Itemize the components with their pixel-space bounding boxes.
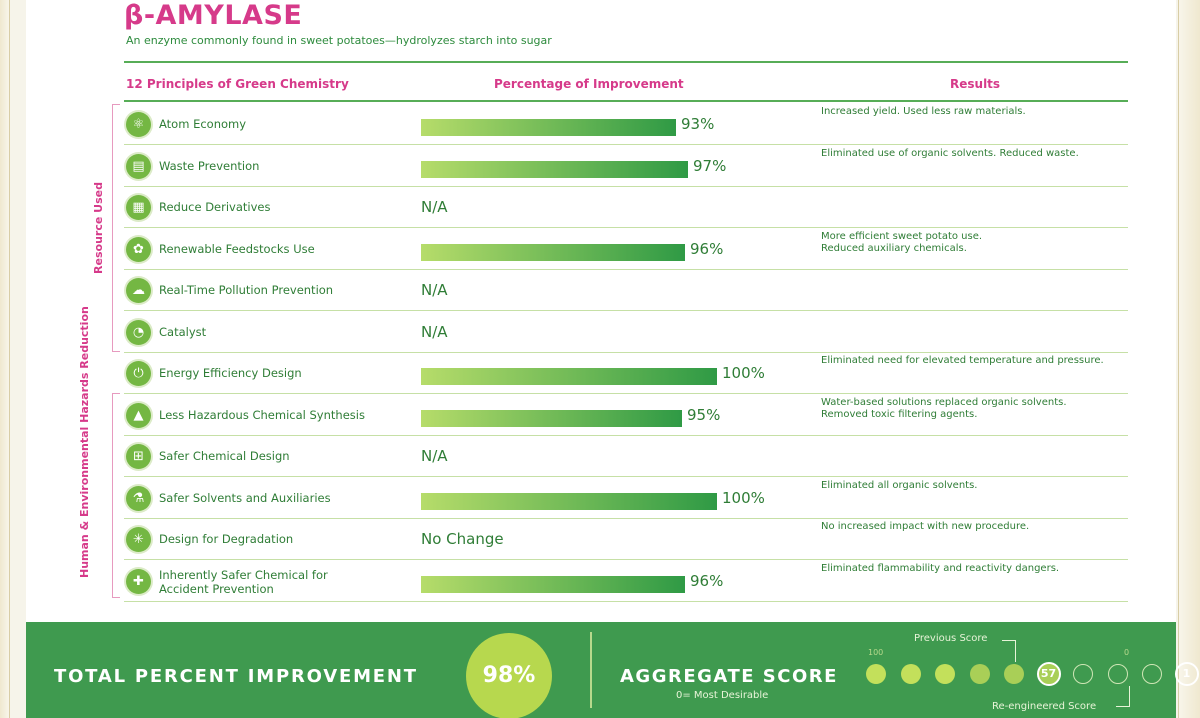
principle-name: Reduce Derivatives <box>159 200 271 214</box>
improvement-percent: 100% <box>722 364 765 382</box>
table-row: ✳ Design for Degradation No Change No incre… <box>124 519 1128 560</box>
table-row: ✿ Renewable Feedstocks Use 96% More efficie… <box>124 229 1128 270</box>
improvement-percent: 96% <box>690 571 724 590</box>
result-text: Water-based solutions replaced organic s… <box>821 396 1067 420</box>
principle-name: Inherently Safer Chemical for Accident P… <box>159 567 328 596</box>
header-principles: 12 Principles of Green Chemistry <box>126 77 349 91</box>
previous-score-dot: 57 <box>1036 662 1061 686</box>
page-subtitle: An enzyme commonly found in sweet potato… <box>126 34 552 47</box>
principle-name: Safer Solvents and Auxiliaries <box>159 490 331 505</box>
principle-name: Real-Time Pollution Prevention <box>159 283 334 297</box>
principle-name: Waste Prevention <box>159 158 260 173</box>
infographic-card: β-AMYLASE An enzyme commonly found in sw… <box>26 0 1176 622</box>
principle-name: Less Hazardous Chemical Synthesis <box>159 407 365 422</box>
improvement-percent: 100% <box>722 488 765 507</box>
improvement-bar <box>421 409 682 427</box>
improvement-bar <box>421 368 717 385</box>
total-improvement-label: TOTAL PERCENT IMPROVEMENT <box>54 666 418 687</box>
principle-name: Safer Chemical Design <box>159 449 290 463</box>
table-row: ▤ Waste Prevention 97% Eliminated use of or… <box>124 146 1128 187</box>
score-dot <box>866 664 886 684</box>
group-bracket-resource <box>112 104 120 352</box>
safer-design-icon: ⊞ <box>126 444 151 469</box>
degradation-icon: ✳ <box>126 527 151 552</box>
table-row: ▦ Reduce Derivatives N/A <box>124 187 1128 228</box>
table-row: ◔ Catalyst N/A <box>124 312 1128 353</box>
table-row: ⏻ Energy Efficiency Design 100% Eliminated … <box>124 353 1128 394</box>
principle-name: Renewable Feedstocks Use <box>159 241 315 256</box>
score-dot <box>1004 664 1024 684</box>
top-rule <box>124 61 1128 63</box>
principle-name: Catalyst <box>159 324 207 339</box>
principle-name: Design for Degradation <box>159 532 294 546</box>
hazard-icon: ▲ <box>126 402 151 428</box>
flask-icon: ⚗ <box>126 485 151 511</box>
total-improvement-value: 98% <box>466 633 552 718</box>
aggregate-score-label: AGGREGATE SCORE <box>620 666 838 687</box>
improvement-percent: 97% <box>693 156 727 175</box>
principle-name: Energy Efficiency Design <box>159 366 302 380</box>
improvement-value: N/A <box>421 447 448 465</box>
reengineered-score-dot: 1 <box>1174 662 1199 686</box>
header-improvement: Percentage of Improvement <box>494 77 684 91</box>
group-bracket-hazards <box>112 393 120 598</box>
feedstock-icon: ✿ <box>126 236 151 262</box>
previous-score-leader <box>1002 640 1016 662</box>
table-row: ☁ Real-Time Pollution Prevention N/A <box>124 270 1128 311</box>
plus-icon: ✚ <box>126 568 151 594</box>
header-rule <box>124 100 1128 102</box>
page-title: β-AMYLASE <box>124 0 303 31</box>
score-dot <box>1073 664 1093 684</box>
improvement-bar <box>421 575 685 593</box>
table-row: ▲ Less Hazardous Chemical Synthesis 95% Wat… <box>124 395 1128 436</box>
improvement-value: N/A <box>421 198 448 216</box>
result-text: Eliminated use of organic solvents. Redu… <box>821 147 1079 159</box>
result-text: More efficient sweet potato use. Reduced… <box>821 230 983 254</box>
result-text: Eliminated need for elevated temperature… <box>821 355 1104 366</box>
scale-low-label: 0 <box>1124 648 1130 657</box>
score-dot <box>935 664 955 684</box>
plug-icon: ⏻ <box>126 361 151 386</box>
result-text: Increased yield. Used less raw materials… <box>821 106 1026 117</box>
improvement-bar <box>421 119 676 136</box>
table-row: ⊞ Safer Chemical Design N/A <box>124 436 1128 477</box>
table-row: ⚗ Safer Solvents and Auxiliaries 100% Elimi… <box>124 478 1128 519</box>
score-dot <box>1142 664 1162 684</box>
result-text: Eliminated all organic solvents. <box>821 479 978 491</box>
previous-score-label: Previous Score <box>914 633 988 644</box>
derivatives-icon: ▦ <box>126 195 151 220</box>
reengineered-score-label: Re-engineered Score <box>992 701 1097 712</box>
principle-name: Atom Economy <box>159 117 247 131</box>
cloud-icon: ☁ <box>126 278 151 303</box>
result-text: No increased impact with new procedure. <box>821 521 1030 532</box>
improvement-bar <box>421 160 688 178</box>
header-results: Results <box>950 77 1001 91</box>
improvement-percent: 96% <box>690 239 724 258</box>
frame-right <box>1178 0 1200 718</box>
improvement-bar <box>421 492 717 510</box>
aggregate-score-note: 0= Most Desirable <box>676 690 769 701</box>
reengineered-score-leader <box>1116 686 1130 707</box>
improvement-value: No Change <box>421 530 504 548</box>
atom-icon: ⚛ <box>126 112 151 137</box>
improvement-value: N/A <box>421 281 448 299</box>
score-dot <box>1107 664 1128 684</box>
scale-high-label: 100 <box>868 648 884 657</box>
score-footer: TOTAL PERCENT IMPROVEMENT 98% AGGREGATE … <box>26 622 1199 718</box>
catalyst-icon: ◔ <box>126 319 151 345</box>
frame-left <box>0 0 10 718</box>
score-dot <box>969 664 990 684</box>
improvement-value: N/A <box>421 322 448 341</box>
table-row: ✚ Inherently Safer Chemical for Accident … <box>124 561 1128 602</box>
footer-divider <box>590 632 592 708</box>
waste-bin-icon: ▤ <box>126 153 151 179</box>
improvement-percent: 95% <box>687 405 721 424</box>
group-label-resource: Resource Used <box>92 182 105 274</box>
table-row: ⚛ Atom Economy 93% Increased yield. Used le… <box>124 104 1128 145</box>
score-dot <box>900 664 921 684</box>
result-text: Eliminated flammability and reactivity d… <box>821 562 1060 574</box>
group-label-hazards: Human & Environmental Hazards Reduction <box>78 306 91 578</box>
improvement-bar <box>421 243 685 261</box>
improvement-percent: 93% <box>681 115 715 133</box>
